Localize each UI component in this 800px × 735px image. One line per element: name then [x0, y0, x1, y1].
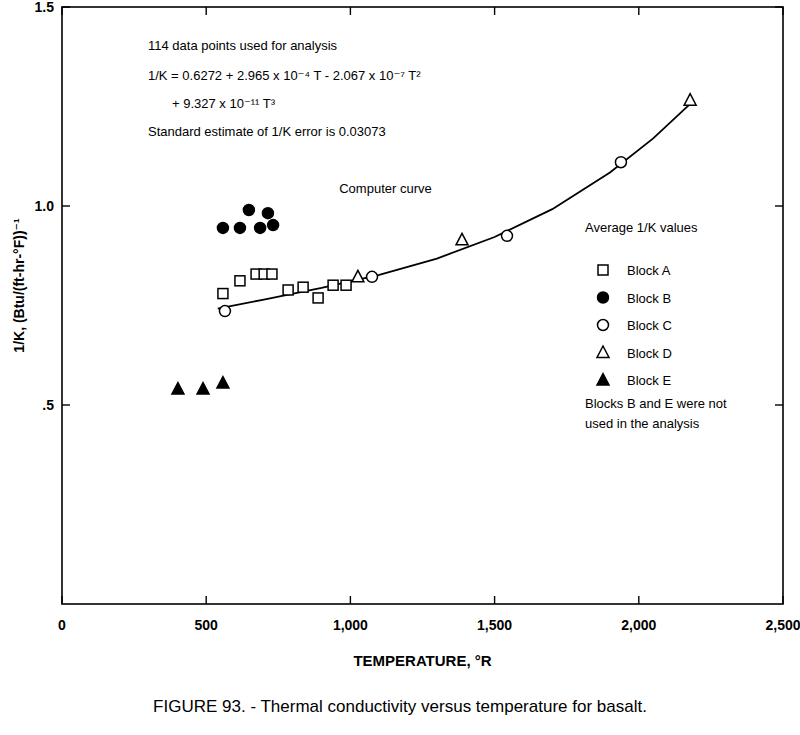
curve — [218, 103, 691, 308]
point — [235, 276, 245, 286]
plot-marks — [172, 94, 696, 394]
x-axis-label: TEMPERATURE, °R — [353, 652, 491, 669]
point — [328, 280, 338, 290]
x-tick-top — [61, 7, 62, 15]
point — [243, 204, 254, 215]
legend-marker — [597, 346, 609, 358]
y-axis-label: 1/K, (Btu/(ft-hr-°F))⁻¹ — [11, 218, 27, 353]
annotation: 114 data points used for analysis — [148, 38, 338, 53]
x-tick-label: 2,000 — [621, 617, 656, 633]
y-tick-right — [775, 6, 783, 7]
chart: 0 500 1,000 1,500 2,000 2,500 .5 1.0 1.5 TEMPERAT… — [0, 0, 800, 735]
x-tick-top — [782, 7, 783, 15]
legend-label: Block E — [627, 373, 671, 388]
title: FIGURE 93. - Thermal conductivity versus… — [153, 697, 647, 716]
x-tick-label: 0 — [58, 617, 66, 633]
point — [268, 220, 279, 231]
point — [267, 269, 277, 279]
point — [502, 230, 513, 241]
background — [0, 0, 800, 735]
point — [298, 282, 308, 292]
y-tick-right — [775, 205, 783, 206]
legend-label: Block B — [627, 291, 671, 306]
x-tick-top — [205, 7, 206, 15]
y-tick — [62, 404, 70, 405]
legend-marker — [597, 374, 609, 386]
point — [684, 94, 696, 106]
x-tick — [350, 596, 351, 604]
annotation: used in the analysis — [585, 416, 700, 431]
point — [234, 222, 245, 233]
point — [615, 157, 626, 168]
plot-frame — [62, 7, 783, 604]
legend-marker — [598, 292, 609, 303]
legend-marker — [598, 265, 608, 275]
y-tick-right — [775, 404, 783, 405]
point — [283, 285, 293, 295]
x-tick — [61, 596, 62, 604]
point — [456, 233, 468, 245]
y-tick-label: 1.5 — [35, 0, 55, 15]
curve-label: Computer curve — [339, 181, 431, 196]
annotation: 1/K = 0.6272 + 2.965 x 10⁻⁴ T - 2.067 x … — [148, 68, 421, 83]
point — [313, 293, 323, 303]
annotation: Standard estimate of 1/K error is 0.0307… — [148, 124, 386, 139]
point — [172, 383, 184, 395]
x-tick-top — [350, 7, 351, 15]
point — [341, 280, 351, 290]
legend-label: Block D — [627, 346, 672, 361]
x-tick-label: 2,500 — [765, 617, 800, 633]
x-tick — [782, 596, 783, 604]
x-tick-top — [494, 7, 495, 15]
point — [255, 222, 266, 233]
legend-label: Block C — [627, 318, 672, 333]
x-tick-top — [638, 7, 639, 15]
point — [218, 289, 228, 299]
point — [217, 222, 228, 233]
x-tick-label: 500 — [195, 617, 219, 633]
legend-marker — [598, 320, 609, 331]
point — [352, 270, 364, 282]
point — [367, 271, 378, 282]
annotation: Blocks B and E were not — [585, 396, 727, 411]
y-tick-label: .5 — [42, 397, 54, 413]
x-tick-label: 1,000 — [333, 617, 368, 633]
x-tick — [638, 596, 639, 604]
annotation: + 9.327 x 10⁻¹¹ T³ — [172, 96, 276, 111]
x-tick-label: 1,500 — [477, 617, 512, 633]
y-tick — [62, 6, 70, 7]
y-tick-label: 1.0 — [35, 198, 55, 214]
legend-label: Block A — [627, 263, 671, 278]
point — [262, 208, 273, 219]
annotation: Average 1/K values — [585, 220, 698, 235]
x-tick — [205, 596, 206, 604]
y-tick — [62, 205, 70, 206]
point — [197, 383, 209, 395]
x-tick — [494, 596, 495, 604]
point — [217, 377, 229, 389]
point — [219, 306, 230, 317]
